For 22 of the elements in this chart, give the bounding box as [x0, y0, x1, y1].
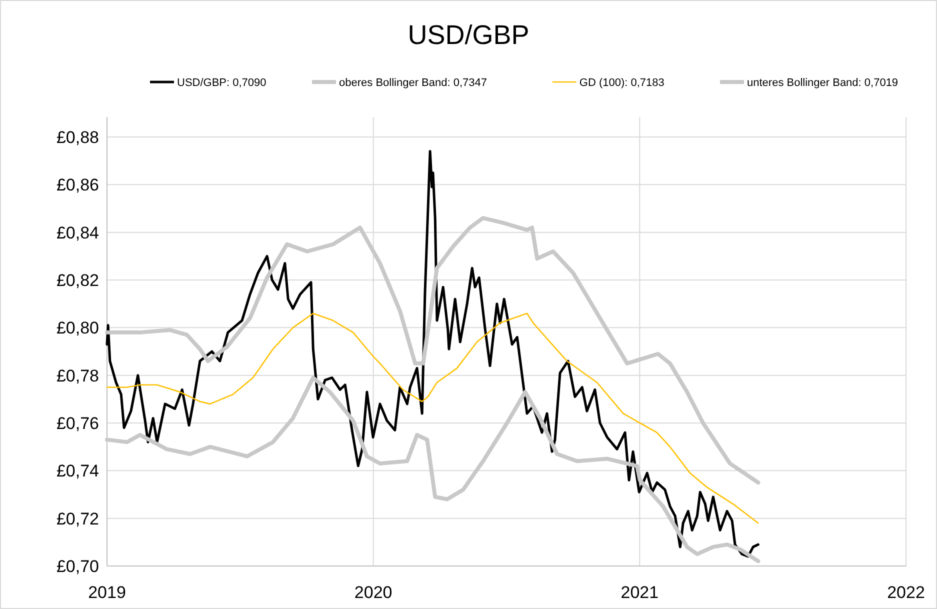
x-tick-label: 2020	[354, 583, 392, 602]
y-tick-label: £0,82	[56, 270, 99, 290]
y-tick-label: £0,88	[56, 128, 99, 147]
y-tick-label: £0,76	[56, 414, 99, 433]
legend-label: unteres Bollinger Band: 0,7019	[747, 77, 898, 89]
legend-label: USD/GBP: 0,7090	[177, 77, 266, 89]
y-tick-label: £0,72	[56, 509, 99, 528]
line-series	[105, 216, 760, 485]
line-series	[106, 312, 759, 524]
line-series	[106, 150, 760, 558]
y-tick-label: £0,74	[56, 462, 99, 481]
chart-title: USD/GBP	[408, 20, 530, 50]
x-tick-label: 2021	[620, 583, 659, 602]
x-tick-label: 2019	[88, 583, 126, 602]
y-tick-label: £0,86	[56, 176, 99, 195]
y-tick-label: £0,80	[56, 318, 99, 338]
y-tick-label: £0,84	[56, 223, 99, 242]
y-tick-label: £0,70	[56, 556, 99, 576]
legend-label: GD (100): 0,7183	[579, 77, 664, 89]
y-tick-label: £0,78	[56, 366, 99, 386]
x-tick-label: 2022	[887, 583, 925, 602]
legend-label: oberes Bollinger Band: 0,7347	[339, 77, 487, 89]
